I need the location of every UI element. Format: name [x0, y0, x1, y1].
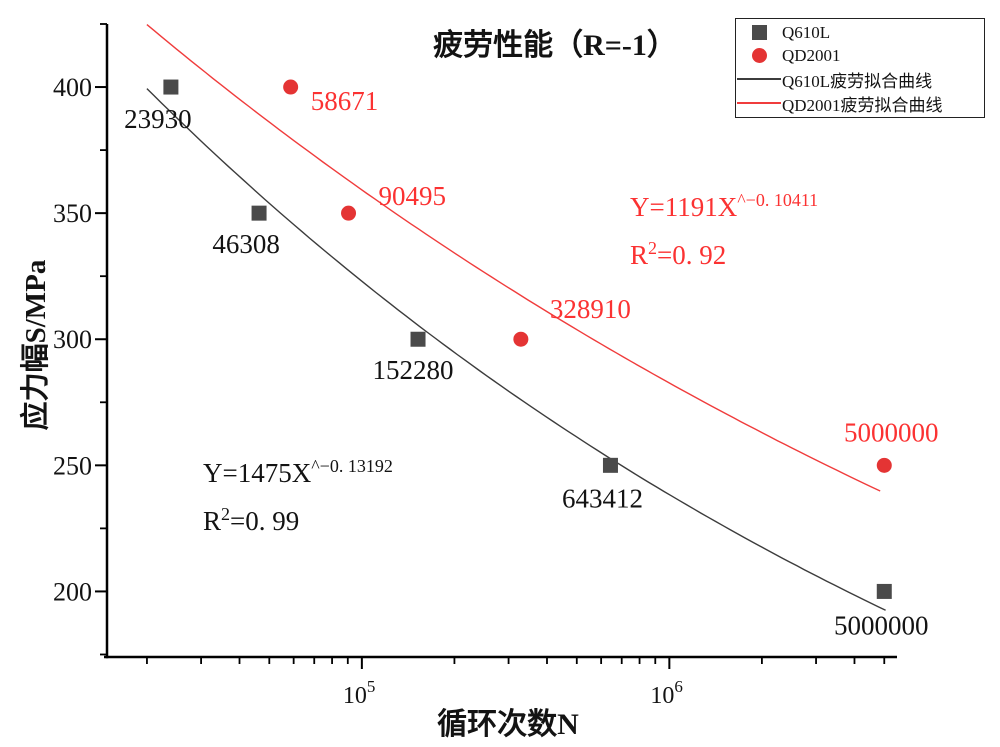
- legend: Q610L QD2001 Q610L疲劳拟合曲线 QD2001疲劳拟合曲线: [735, 18, 985, 118]
- legend-item-q610l-fit: Q610L疲劳拟合曲线: [736, 67, 984, 91]
- equation-line: Y=1191X^−0. 10411: [630, 190, 819, 222]
- y-tick-label: 250: [53, 451, 92, 480]
- point-label-Q610L: 46308: [212, 229, 280, 259]
- legend-item-qd2001: QD2001: [736, 44, 984, 67]
- point-label-Q610L: 152280: [373, 355, 454, 385]
- r-squared-line: R2=0. 99: [203, 504, 300, 536]
- legend-item-q610l: Q610L: [736, 21, 984, 44]
- y-axis-title: 应力幅S/MPa: [20, 259, 52, 431]
- equation-line: Y=1475X^−0. 13192: [203, 456, 393, 488]
- x-axis-title: 循环次数N: [437, 708, 579, 741]
- legend-label: QD2001: [782, 45, 841, 65]
- chart-title: 疲劳性能（R=-1）: [433, 29, 677, 62]
- data-point-Q610L: [163, 79, 179, 95]
- point-label-QD2001: 328910: [550, 294, 631, 324]
- data-point-Q610L: [251, 205, 267, 221]
- data-point-QD2001: [876, 457, 892, 473]
- point-label-Q610L: 643412: [562, 483, 643, 513]
- line-sample-icon: [737, 78, 781, 80]
- data-point-Q610L: [410, 331, 426, 347]
- point-label-Q610L: 5000000: [834, 610, 929, 640]
- square-marker-icon: [751, 25, 767, 40]
- data-point-QD2001: [513, 331, 529, 347]
- line-sample-icon: [737, 102, 781, 104]
- legend-label: QD2001疲劳拟合曲线: [782, 95, 943, 115]
- data-point-QD2001: [283, 79, 299, 95]
- point-label-QD2001: 90495: [379, 181, 447, 211]
- fit-curve-Q610L疲劳拟合曲线: [146, 88, 886, 611]
- circle-marker-icon: [751, 48, 767, 63]
- data-point-Q610L: [602, 457, 618, 473]
- y-tick-label: 200: [53, 577, 92, 606]
- data-point-QD2001: [341, 205, 357, 221]
- x-tick-label: 105: [343, 677, 376, 709]
- legend-label: Q610L疲劳拟合曲线: [782, 71, 933, 91]
- fit-equation-q610l: Y=1475X^−0. 13192 R2=0. 99: [203, 446, 393, 542]
- r-squared-line: R2=0. 92: [630, 238, 727, 270]
- y-tick-label: 350: [53, 199, 92, 228]
- point-label-Q610L: 23930: [124, 104, 192, 134]
- legend-item-qd2001-fit: QD2001疲劳拟合曲线: [736, 91, 984, 115]
- legend-label: Q610L: [782, 22, 831, 42]
- fit-curve-QD2001疲劳拟合曲线: [146, 24, 881, 492]
- y-tick-label: 400: [53, 73, 92, 102]
- fit-equation-qd2001: Y=1191X^−0. 10411 R2=0. 92: [630, 180, 818, 276]
- point-label-QD2001: 5000000: [844, 417, 939, 447]
- point-label-QD2001: 58671: [311, 86, 379, 116]
- data-point-Q610L: [876, 583, 892, 599]
- x-tick-label: 106: [650, 677, 683, 709]
- y-tick-label: 300: [53, 325, 92, 354]
